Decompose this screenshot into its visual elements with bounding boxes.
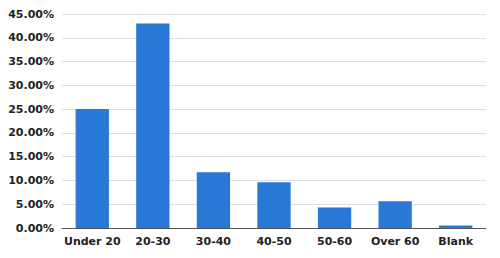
svg-text:50-60: 50-60 — [317, 235, 353, 248]
svg-text:20-30: 20-30 — [135, 235, 171, 248]
svg-text:0.00%: 0.00% — [16, 222, 54, 235]
svg-text:35.00%: 35.00% — [8, 55, 54, 68]
svg-text:5.00%: 5.00% — [16, 198, 54, 211]
svg-text:Blank: Blank — [438, 235, 473, 248]
svg-text:30-40: 30-40 — [196, 235, 232, 248]
svg-text:25.00%: 25.00% — [8, 103, 54, 116]
svg-text:Under 20: Under 20 — [64, 235, 121, 248]
svg-text:15.00%: 15.00% — [8, 150, 54, 163]
svg-text:20.00%: 20.00% — [8, 126, 54, 139]
svg-text:10.00%: 10.00% — [8, 174, 54, 187]
svg-text:40-50: 40-50 — [256, 235, 292, 248]
svg-text:45.00%: 45.00% — [8, 8, 54, 21]
svg-text:30.00%: 30.00% — [8, 79, 54, 92]
svg-text:Over 60: Over 60 — [371, 235, 420, 248]
svg-text:40.00%: 40.00% — [8, 31, 54, 44]
